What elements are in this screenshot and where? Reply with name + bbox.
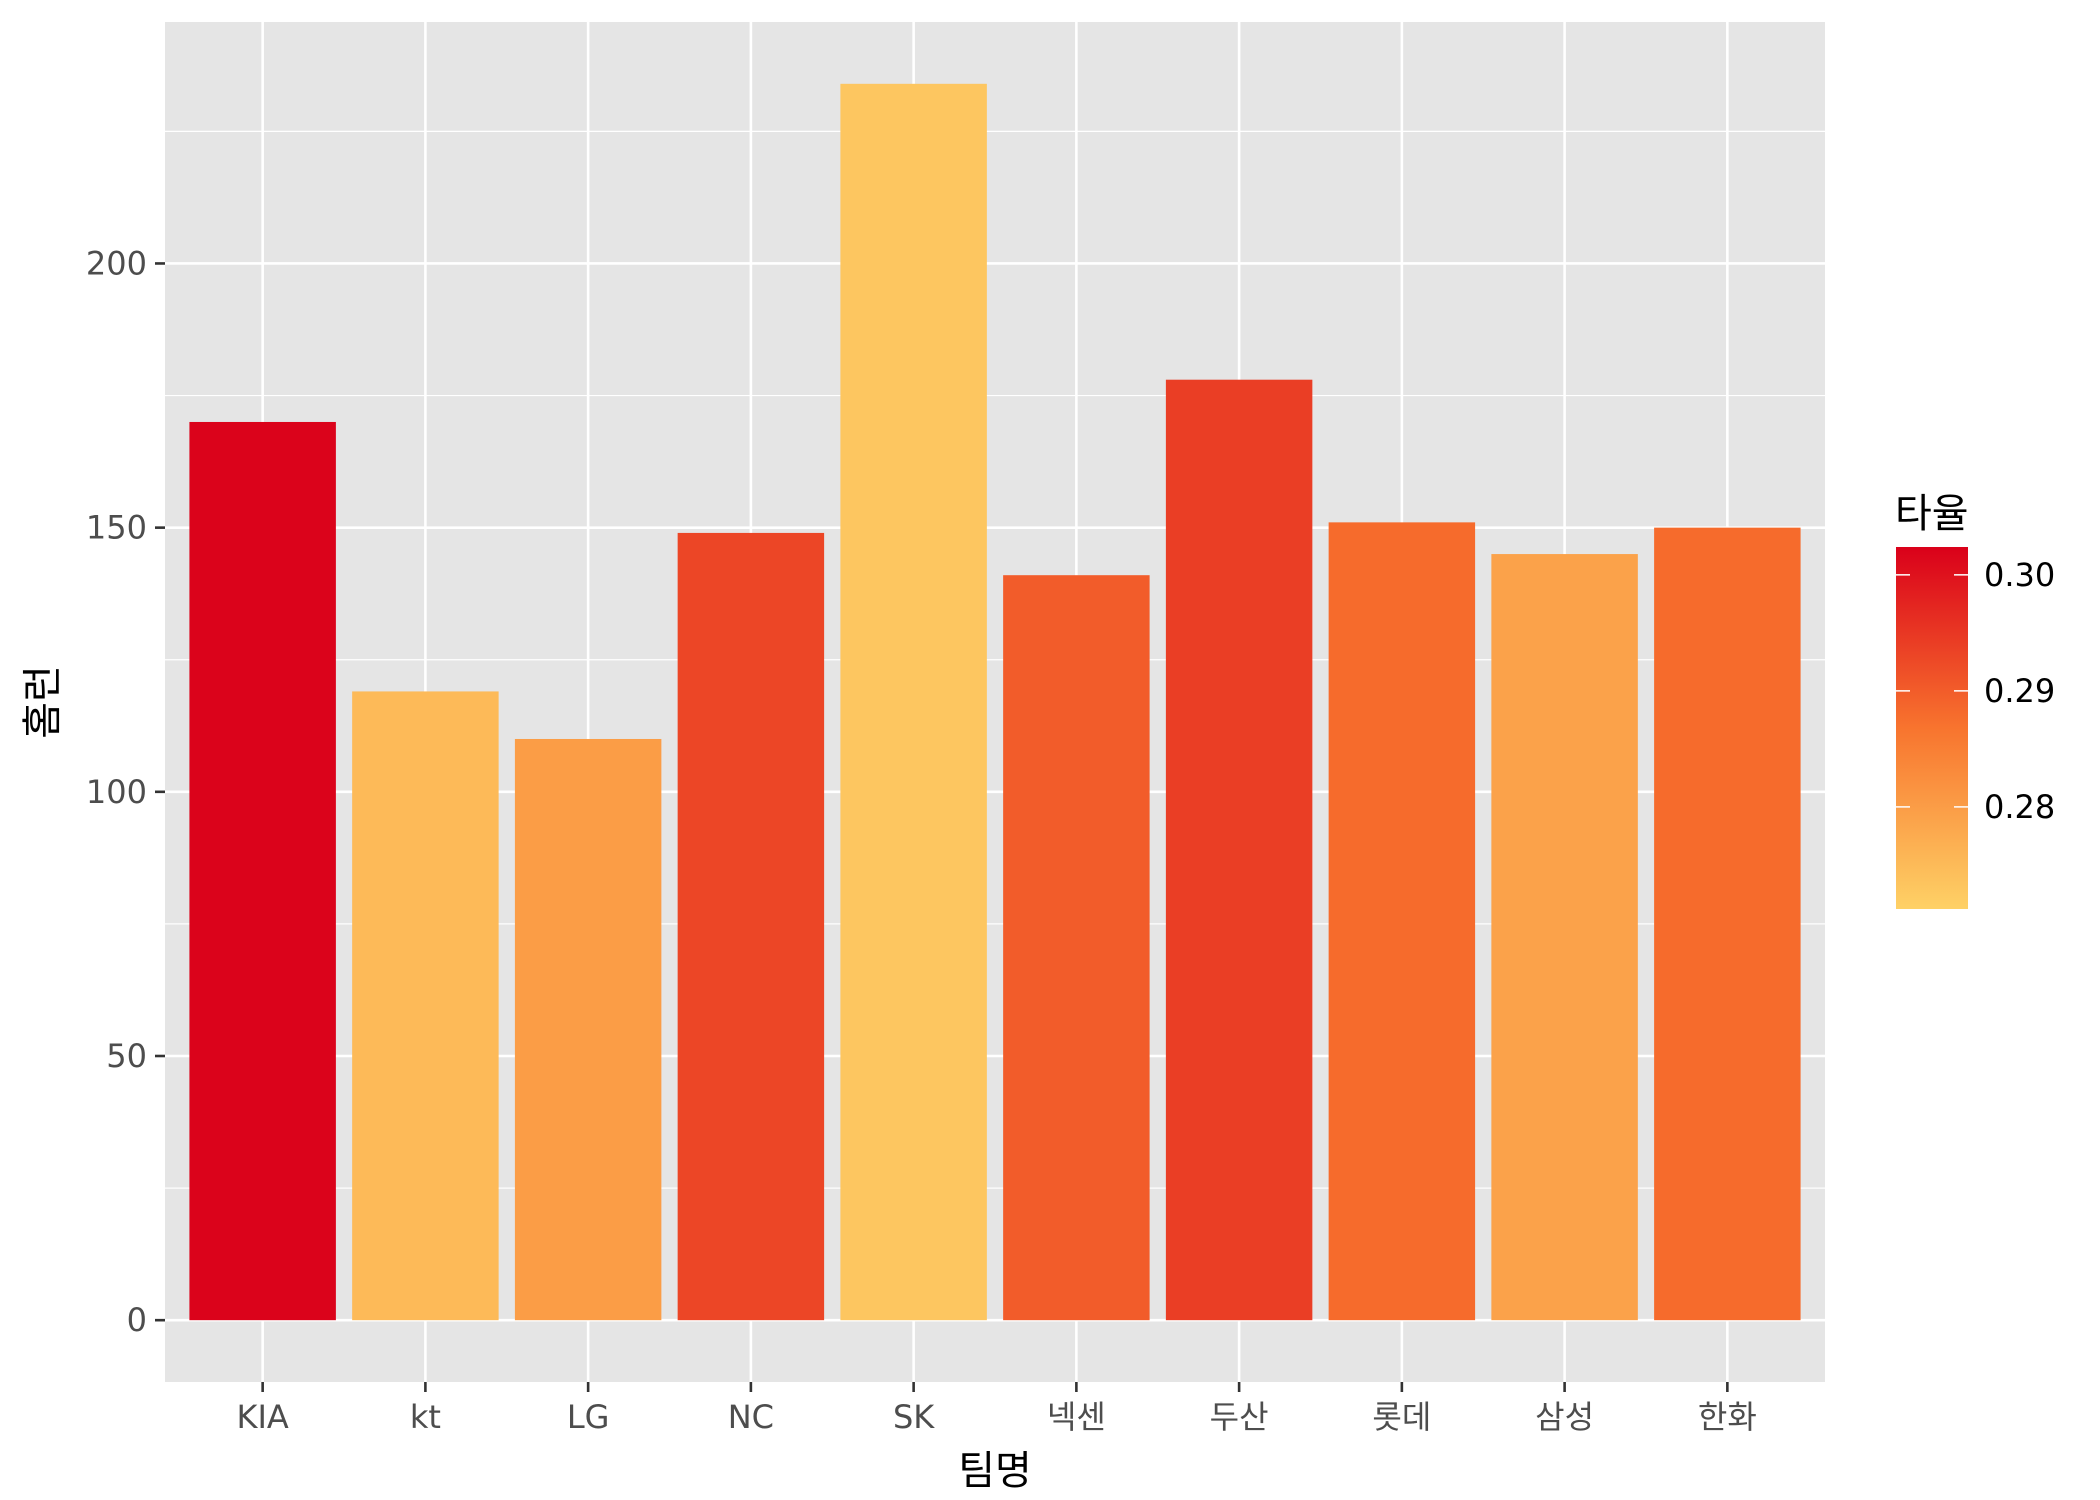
x-tick-label: kt [410,1398,441,1436]
y-tick-label: 150 [86,509,147,547]
x-tick-label: 넥센 [1047,1398,1106,1436]
y-tick-label: 0 [127,1301,147,1339]
x-tick-label: KIA [236,1398,288,1436]
legend-ticks: 0.28 0.29 0.30 [1896,556,2055,826]
y-tick-label: 100 [86,773,147,811]
legend-colorbar [1896,547,1968,909]
x-tick-label: LG [567,1398,610,1436]
legend-tick-label: 0.29 [1984,672,2055,710]
legend-tick-label: 0.30 [1984,556,2055,594]
legend-tick-label: 0.28 [1984,788,2055,826]
bar-NC [677,532,825,1321]
x-axis: KIA kt LG NC SK 넥센 두산 롯데 삼성 한화 [236,1382,1757,1436]
legend-title: 타율 [1895,491,1969,537]
x-tick-label: 삼성 [1535,1398,1594,1436]
x-tick-label: 한화 [1698,1398,1757,1436]
y-tick-label: 50 [106,1037,147,1075]
x-tick-label: SK [893,1398,935,1436]
bar-두산 [1165,379,1313,1321]
y-tick-label: 200 [86,244,147,282]
bar-한화 [1654,527,1801,1321]
x-tick-label: 롯데 [1372,1398,1431,1436]
bar-LG [514,738,662,1321]
x-tick-label: NC [728,1398,774,1436]
y-axis-title: 홈런 [20,665,66,739]
x-tick-label: 두산 [1210,1398,1269,1436]
bar-kt [352,691,499,1321]
y-axis: 0 50 100 150 200 [86,244,165,1339]
bars [189,83,1801,1321]
colorbar-legend: 타율 0.28 0.29 0.30 [1895,491,2055,909]
bar-삼성 [1491,554,1638,1321]
bar-넥센 [1003,575,1150,1321]
bar-KIA [189,421,336,1321]
bar-SK [840,83,987,1321]
x-axis-title: 팀명 [958,1448,1032,1494]
bar-롯데 [1328,522,1476,1321]
